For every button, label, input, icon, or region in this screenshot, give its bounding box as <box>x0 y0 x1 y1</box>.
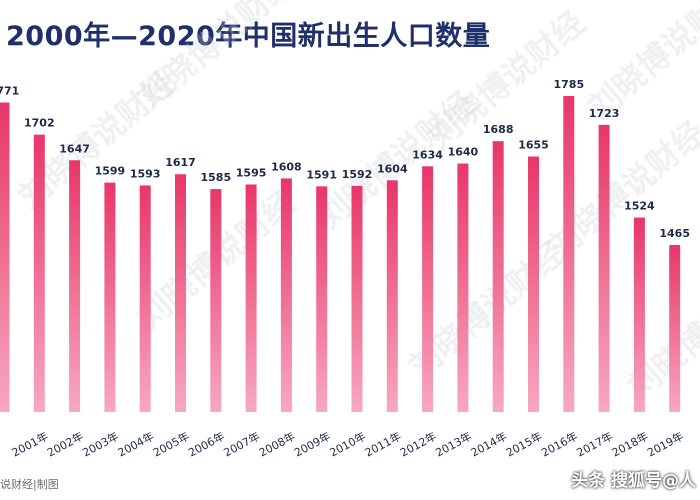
tick-label-2010年: 2010年 <box>327 429 368 460</box>
data-label-2015年: 1655 <box>518 139 549 152</box>
bar-2012年 <box>422 166 434 412</box>
bar-2009年 <box>316 186 328 412</box>
data-labels-layer: 1771 1702 1647 1599 1593 1617 1585 1595 1608 1591… <box>0 78 690 240</box>
data-label-2011年: 1604 <box>377 162 408 175</box>
bar-2004年 <box>139 185 151 412</box>
bar-2013年 <box>457 163 469 412</box>
chart-title: 2000年—2020年中国新出生人口数量 <box>6 21 491 52</box>
tick-label-2019年: 2019年 <box>645 429 686 460</box>
tick-label-2017年: 2017年 <box>574 429 615 460</box>
tick-label-2007年: 2007年 <box>221 429 262 460</box>
bar-2017年 <box>598 124 610 413</box>
data-label-2012年: 1634 <box>412 148 443 161</box>
data-label-2006年: 1585 <box>200 171 231 184</box>
tick-label-2005年: 2005年 <box>151 429 192 460</box>
bar-2011年 <box>386 180 398 412</box>
bar-2018年 <box>633 217 645 412</box>
data-label-2008年: 1608 <box>271 160 302 173</box>
bar-2003年 <box>104 182 116 412</box>
bar-2010年 <box>351 185 363 412</box>
data-label-2016年: 1785 <box>553 78 584 91</box>
tick-label-2014年: 2014年 <box>468 429 509 460</box>
data-label-2017年: 1723 <box>589 107 620 120</box>
tick-label-2016年: 2016年 <box>539 429 580 460</box>
corner-brand: 头条 搜狐号@人 <box>571 471 696 491</box>
watermark-text: 刘晓博说财经 <box>621 254 700 407</box>
data-label-2005年: 1617 <box>165 156 196 169</box>
tick-label-2003年: 2003年 <box>80 429 121 460</box>
data-label-2013年: 1640 <box>448 146 479 159</box>
data-label-2001年: 1702 <box>24 117 55 130</box>
source-note: 说财经|制图 <box>0 478 59 491</box>
tick-label-2009年: 2009年 <box>292 429 333 460</box>
tick-label-2018年: 2018年 <box>609 429 650 460</box>
data-label-2014年: 1688 <box>483 123 514 136</box>
data-label-2010年: 1592 <box>342 168 373 181</box>
tick-label-2008年: 2008年 <box>256 429 297 460</box>
bar-2015年 <box>528 156 539 412</box>
bar-2000年 <box>0 102 10 413</box>
bar-2005年 <box>175 174 186 412</box>
bar-2002年 <box>69 160 81 412</box>
tick-label-2013年: 2013年 <box>433 429 474 460</box>
bar-2001年 <box>33 134 45 412</box>
data-label-2019年: 1465 <box>659 227 690 240</box>
tick-label-2011年: 2011年 <box>362 429 403 460</box>
tick-label-2001年: 2001年 <box>9 429 50 460</box>
bar-2007年 <box>245 184 257 412</box>
bar-2008年 <box>280 178 292 412</box>
bar-2006年 <box>210 189 222 412</box>
data-label-2009年: 1591 <box>306 168 337 181</box>
data-label-2007年: 1595 <box>236 166 267 179</box>
tick-label-2006年: 2006年 <box>186 429 227 460</box>
tick-label-2015年: 2015年 <box>504 429 545 460</box>
tick-label-2002年: 2002年 <box>45 429 86 460</box>
bar-2019年 <box>669 245 681 412</box>
bar-2014年 <box>492 141 504 412</box>
tick-label-2012年: 2012年 <box>398 429 439 460</box>
data-label-2004年: 1593 <box>130 167 161 180</box>
tick-labels-layer: 2001年2002年2003年2004年2005年2006年2007年2008年… <box>9 429 686 460</box>
data-label-2018年: 1524 <box>624 200 655 213</box>
watermark-text: 刘晓博说财经 <box>131 0 303 116</box>
data-label-2002年: 1647 <box>59 142 90 155</box>
bars-layer <box>0 96 681 413</box>
data-label-2000年: 1771 <box>0 85 19 98</box>
tick-label-2004年: 2004年 <box>115 429 156 460</box>
bar-2016年 <box>563 96 575 412</box>
data-label-2003年: 1599 <box>95 165 126 178</box>
